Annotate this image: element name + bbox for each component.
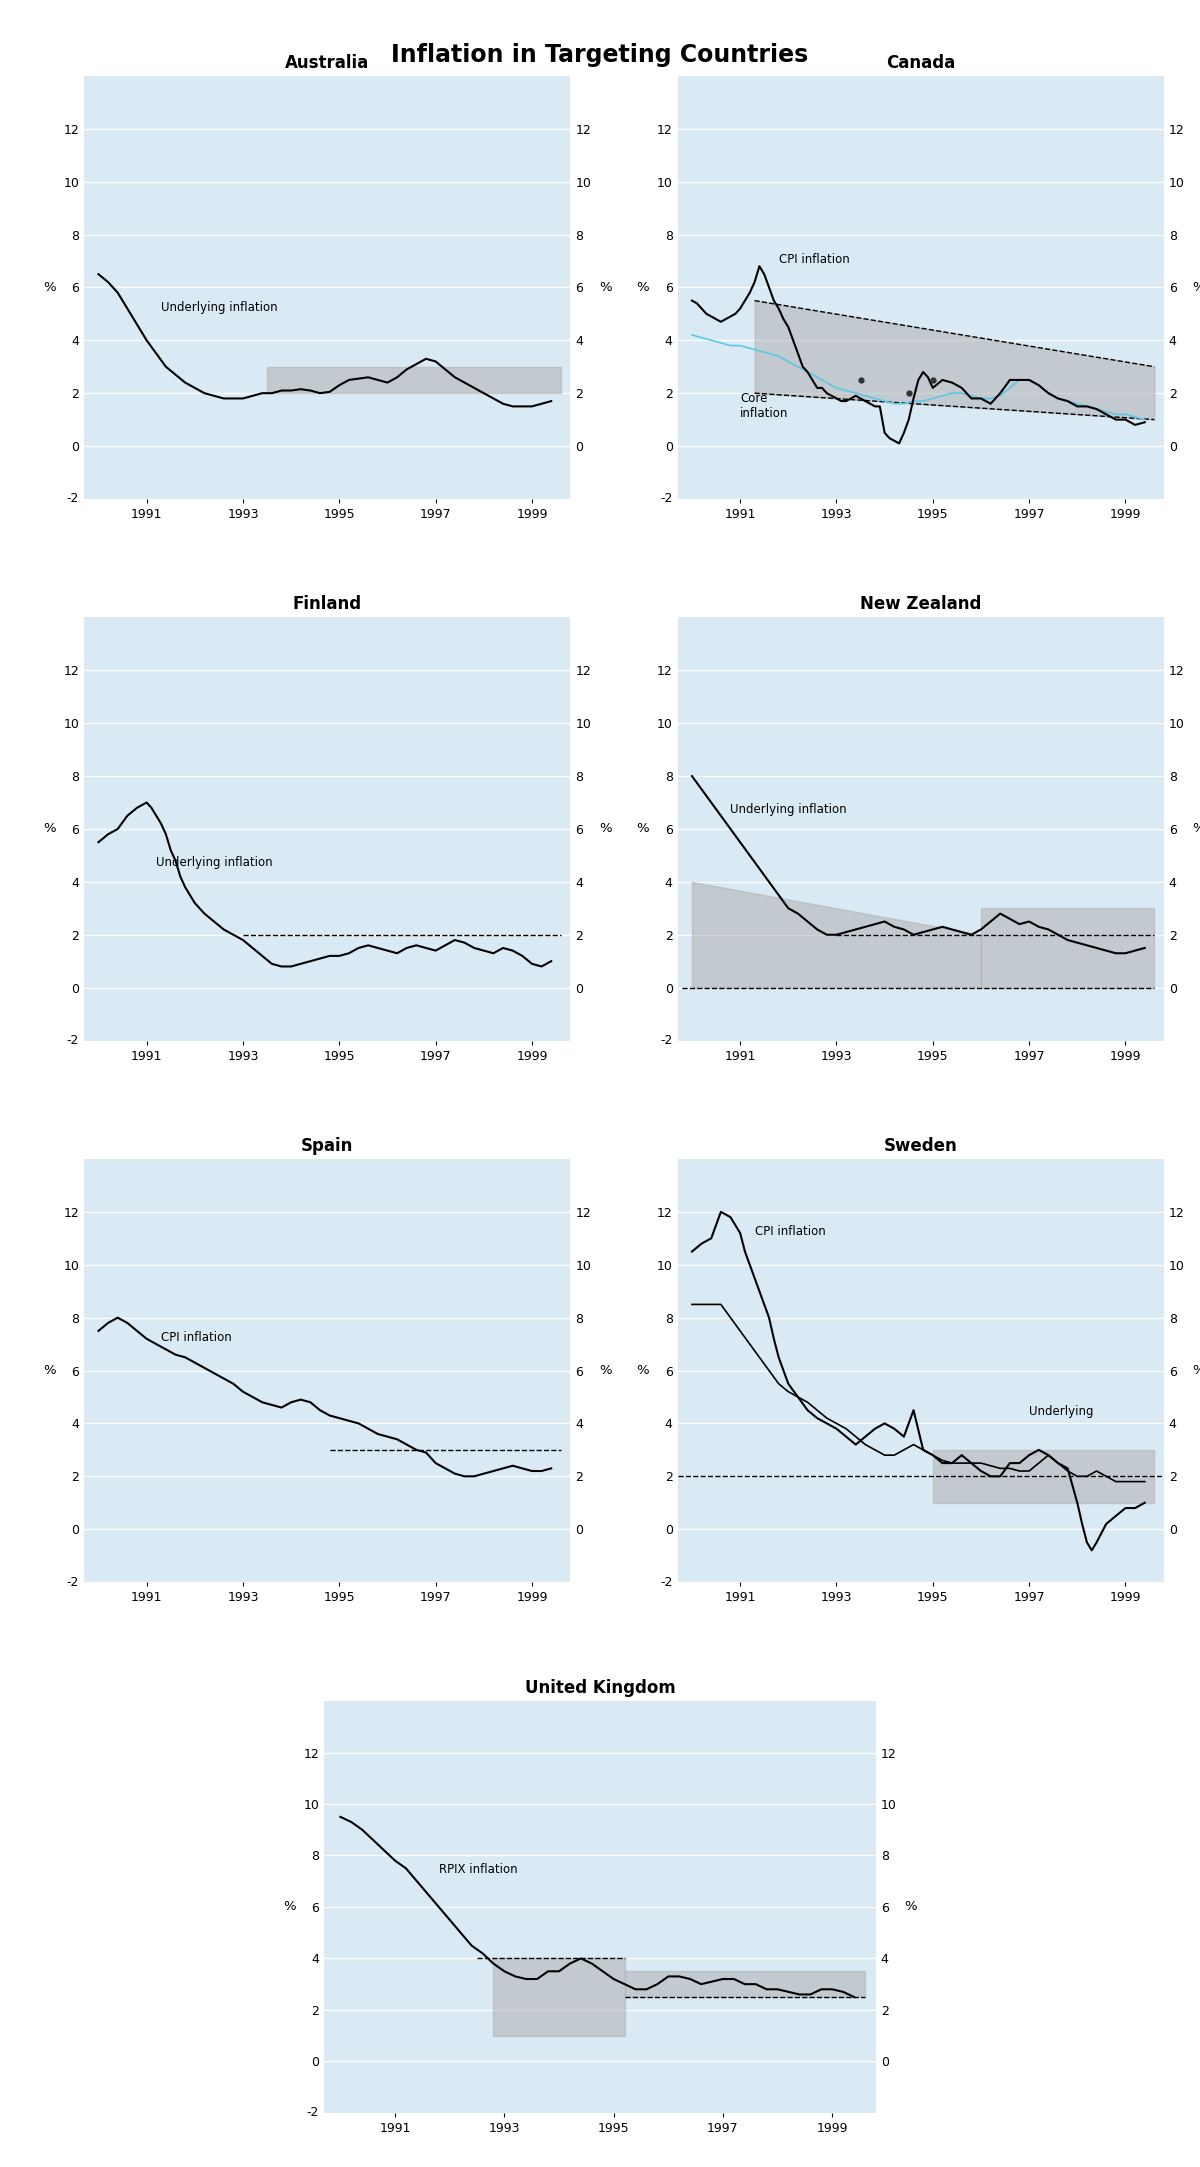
Text: Core
inflation: Core inflation [740,392,788,420]
Y-axis label: %: % [43,1363,55,1376]
Y-axis label: %: % [43,282,55,295]
Title: Finland: Finland [293,596,362,613]
Title: Canada: Canada [886,54,955,72]
Y-axis label: %: % [1193,823,1200,836]
Y-axis label: %: % [283,1900,295,1913]
Text: -2: -2 [67,492,79,505]
Y-axis label: %: % [599,1363,612,1376]
Y-axis label: %: % [636,1363,649,1376]
Text: * Midpoint of target range.: * Midpoint of target range. [678,1471,808,1482]
Title: Spain: Spain [301,1138,354,1155]
Text: Inflation in Targeting Countries: Inflation in Targeting Countries [391,43,809,67]
Y-axis label: %: % [636,282,649,295]
Y-axis label: %: % [43,823,55,836]
Y-axis label: %: % [1193,1363,1200,1376]
Title: United Kingdom: United Kingdom [524,1679,676,1697]
Text: Underlying inflation: Underlying inflation [161,301,277,314]
Text: -2: -2 [660,1034,673,1047]
Text: Underlying: Underlying [1030,1404,1093,1417]
Y-axis label: %: % [905,1900,917,1913]
Text: -2: -2 [660,1575,673,1588]
Y-axis label: %: % [599,823,612,836]
Text: RPIX inflation: RPIX inflation [439,1864,517,1877]
Title: Sweden: Sweden [884,1138,958,1155]
Text: CPI inflation: CPI inflation [779,254,850,267]
Y-axis label: %: % [1193,282,1200,295]
Title: Australia: Australia [286,54,370,72]
Text: Underlying inflation: Underlying inflation [156,856,272,869]
Y-axis label: %: % [636,823,649,836]
Text: -2: -2 [660,492,673,505]
Text: CPI inflation: CPI inflation [755,1224,826,1237]
Text: Underlying inflation: Underlying inflation [731,802,847,815]
Text: -2: -2 [306,2106,318,2119]
Text: CPI inflation: CPI inflation [161,1331,232,1344]
Text: -2: -2 [67,1034,79,1047]
Text: -2: -2 [67,1575,79,1588]
Title: New Zealand: New Zealand [860,596,982,613]
Y-axis label: %: % [599,282,612,295]
